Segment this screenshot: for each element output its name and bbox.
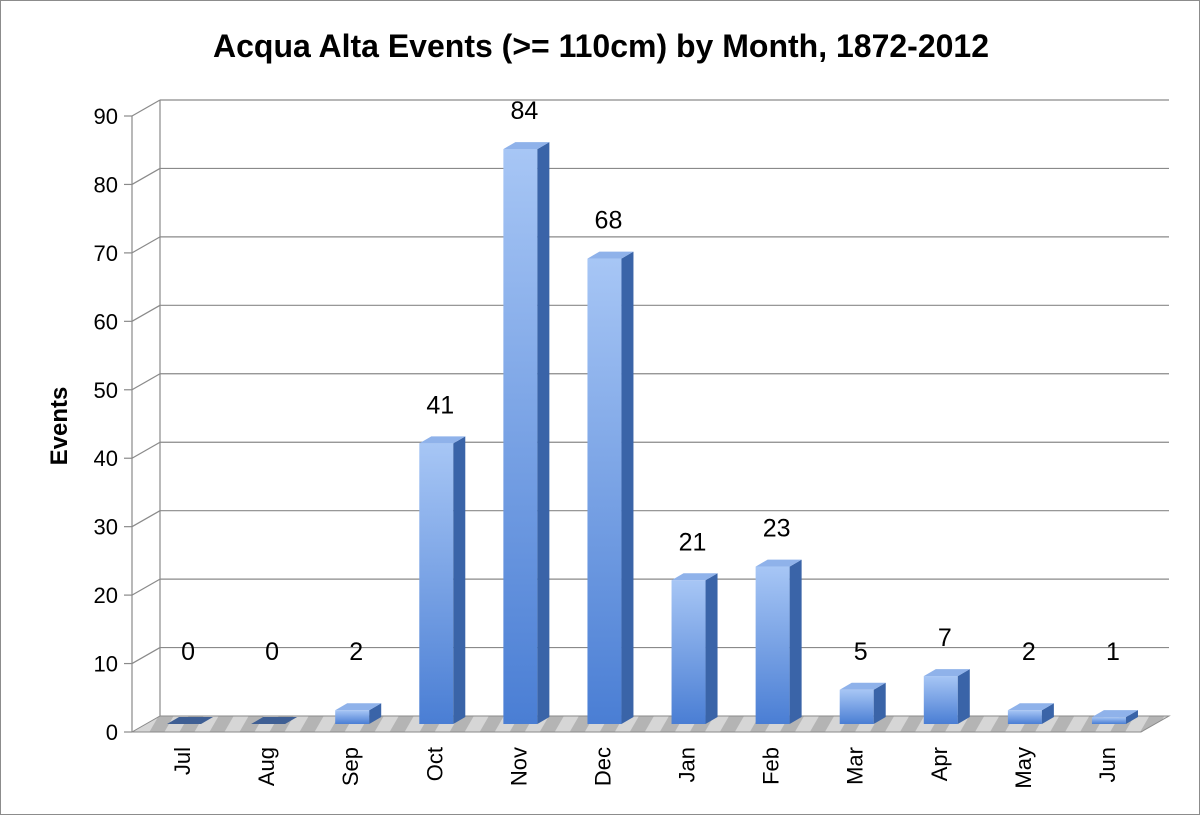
bar-may bbox=[1007, 703, 1054, 724]
bar-jan bbox=[671, 573, 718, 724]
chart-title: Acqua Alta Events (>= 110cm) by Month, 1… bbox=[213, 28, 989, 64]
data-label-feb: 23 bbox=[763, 515, 791, 543]
y-tick-label: 40 bbox=[94, 446, 118, 471]
bar-side bbox=[957, 669, 970, 724]
bar-jul bbox=[167, 717, 214, 724]
data-label-mar: 5 bbox=[854, 638, 868, 666]
gridline-diagonal bbox=[131, 647, 161, 665]
bar-front bbox=[671, 580, 706, 724]
data-label-jan: 21 bbox=[679, 528, 707, 556]
data-label-oct: 41 bbox=[426, 391, 454, 419]
bar-front bbox=[503, 149, 538, 725]
gridlines bbox=[131, 99, 1169, 665]
data-label-jul: 0 bbox=[181, 638, 195, 666]
bar-top bbox=[1007, 703, 1054, 711]
bar-top bbox=[335, 703, 382, 711]
category-label-mar: Mar bbox=[843, 747, 868, 785]
y-tick-label: 50 bbox=[94, 378, 118, 403]
category-label-oct: Oct bbox=[422, 747, 447, 781]
gridline-diagonal bbox=[131, 236, 161, 254]
gridline-diagonal bbox=[131, 373, 161, 391]
bars bbox=[167, 142, 1138, 725]
gridline-diagonal bbox=[131, 167, 161, 185]
bar-side bbox=[705, 573, 718, 724]
bar-front bbox=[335, 710, 370, 724]
bar-front bbox=[587, 258, 622, 724]
bar-top bbox=[923, 669, 970, 677]
bar-side bbox=[873, 682, 886, 724]
bar-front bbox=[419, 443, 454, 724]
gridline-diagonal bbox=[131, 99, 161, 117]
data-label-may: 2 bbox=[1022, 638, 1036, 666]
y-tick-label: 10 bbox=[94, 652, 118, 677]
y-tick-label: 90 bbox=[94, 104, 118, 129]
gridline-diagonal bbox=[131, 578, 161, 596]
bar-jun bbox=[1091, 710, 1138, 724]
bar-top bbox=[503, 142, 550, 150]
category-labels: Jul Aug Sep Oct Nov Dec Jan Feb Mar Apr May Jun bbox=[170, 747, 1120, 789]
bar-nov bbox=[503, 142, 550, 725]
bar-top bbox=[755, 559, 802, 567]
data-label-apr: 7 bbox=[938, 624, 952, 652]
bar-side bbox=[537, 142, 550, 725]
bar-front bbox=[839, 689, 874, 724]
category-label-feb: Feb bbox=[759, 747, 784, 785]
y-tick-labels: 0 10 20 30 40 50 60 70 80 90 bbox=[94, 104, 118, 745]
gridline-diagonal bbox=[131, 304, 161, 322]
bar-front bbox=[1007, 710, 1042, 724]
bar-top bbox=[251, 717, 298, 724]
bar-top bbox=[671, 573, 718, 581]
bar-feb bbox=[755, 559, 802, 724]
category-label-jul: Jul bbox=[170, 747, 195, 775]
data-label-aug: 0 bbox=[265, 638, 279, 666]
y-tick-label: 60 bbox=[94, 309, 118, 334]
bar-apr bbox=[923, 669, 970, 724]
bar-top bbox=[1091, 710, 1138, 718]
bar-side bbox=[453, 436, 466, 724]
floor-plane bbox=[130, 715, 1171, 733]
bar-dec bbox=[587, 251, 634, 725]
category-label-jun: Jun bbox=[1095, 747, 1120, 782]
category-label-sep: Sep bbox=[338, 747, 363, 786]
data-label-dec: 68 bbox=[595, 207, 623, 235]
category-label-jan: Jan bbox=[675, 747, 700, 782]
bar-front bbox=[1091, 717, 1126, 724]
category-label-aug: Aug bbox=[254, 747, 279, 786]
y-axis-label: Events bbox=[46, 387, 73, 466]
category-label-apr: Apr bbox=[927, 747, 952, 781]
bar-front bbox=[923, 676, 958, 724]
bar-sep bbox=[335, 703, 382, 724]
data-label-jun: 1 bbox=[1106, 638, 1120, 666]
category-label-may: May bbox=[1011, 747, 1036, 789]
y-tick-label: 30 bbox=[94, 515, 118, 540]
bar-top bbox=[419, 436, 466, 444]
bar-front bbox=[755, 566, 790, 724]
chart-floor bbox=[130, 715, 1171, 733]
y-tick-label: 0 bbox=[106, 720, 118, 745]
y-tick-label: 80 bbox=[94, 172, 118, 197]
bar-oct bbox=[419, 436, 466, 724]
bar-mar bbox=[839, 682, 886, 724]
gridline-diagonal bbox=[131, 441, 161, 459]
bar-side bbox=[789, 559, 802, 724]
bar-top bbox=[587, 251, 634, 259]
data-label-nov: 84 bbox=[510, 97, 538, 125]
axes bbox=[124, 100, 161, 733]
bar-side bbox=[621, 251, 634, 725]
category-label-nov: Nov bbox=[506, 747, 531, 786]
bar-side bbox=[1125, 710, 1138, 724]
bar-side bbox=[369, 703, 382, 724]
data-label-sep: 2 bbox=[349, 638, 363, 666]
bar-aug bbox=[251, 717, 298, 724]
gridline-diagonal bbox=[131, 510, 161, 528]
category-label-dec: Dec bbox=[590, 747, 615, 786]
y-tick-label: 70 bbox=[94, 241, 118, 266]
bar-top bbox=[167, 717, 214, 724]
y-tick-label: 20 bbox=[94, 583, 118, 608]
bar-side bbox=[1041, 703, 1054, 724]
bar-top bbox=[839, 682, 886, 690]
